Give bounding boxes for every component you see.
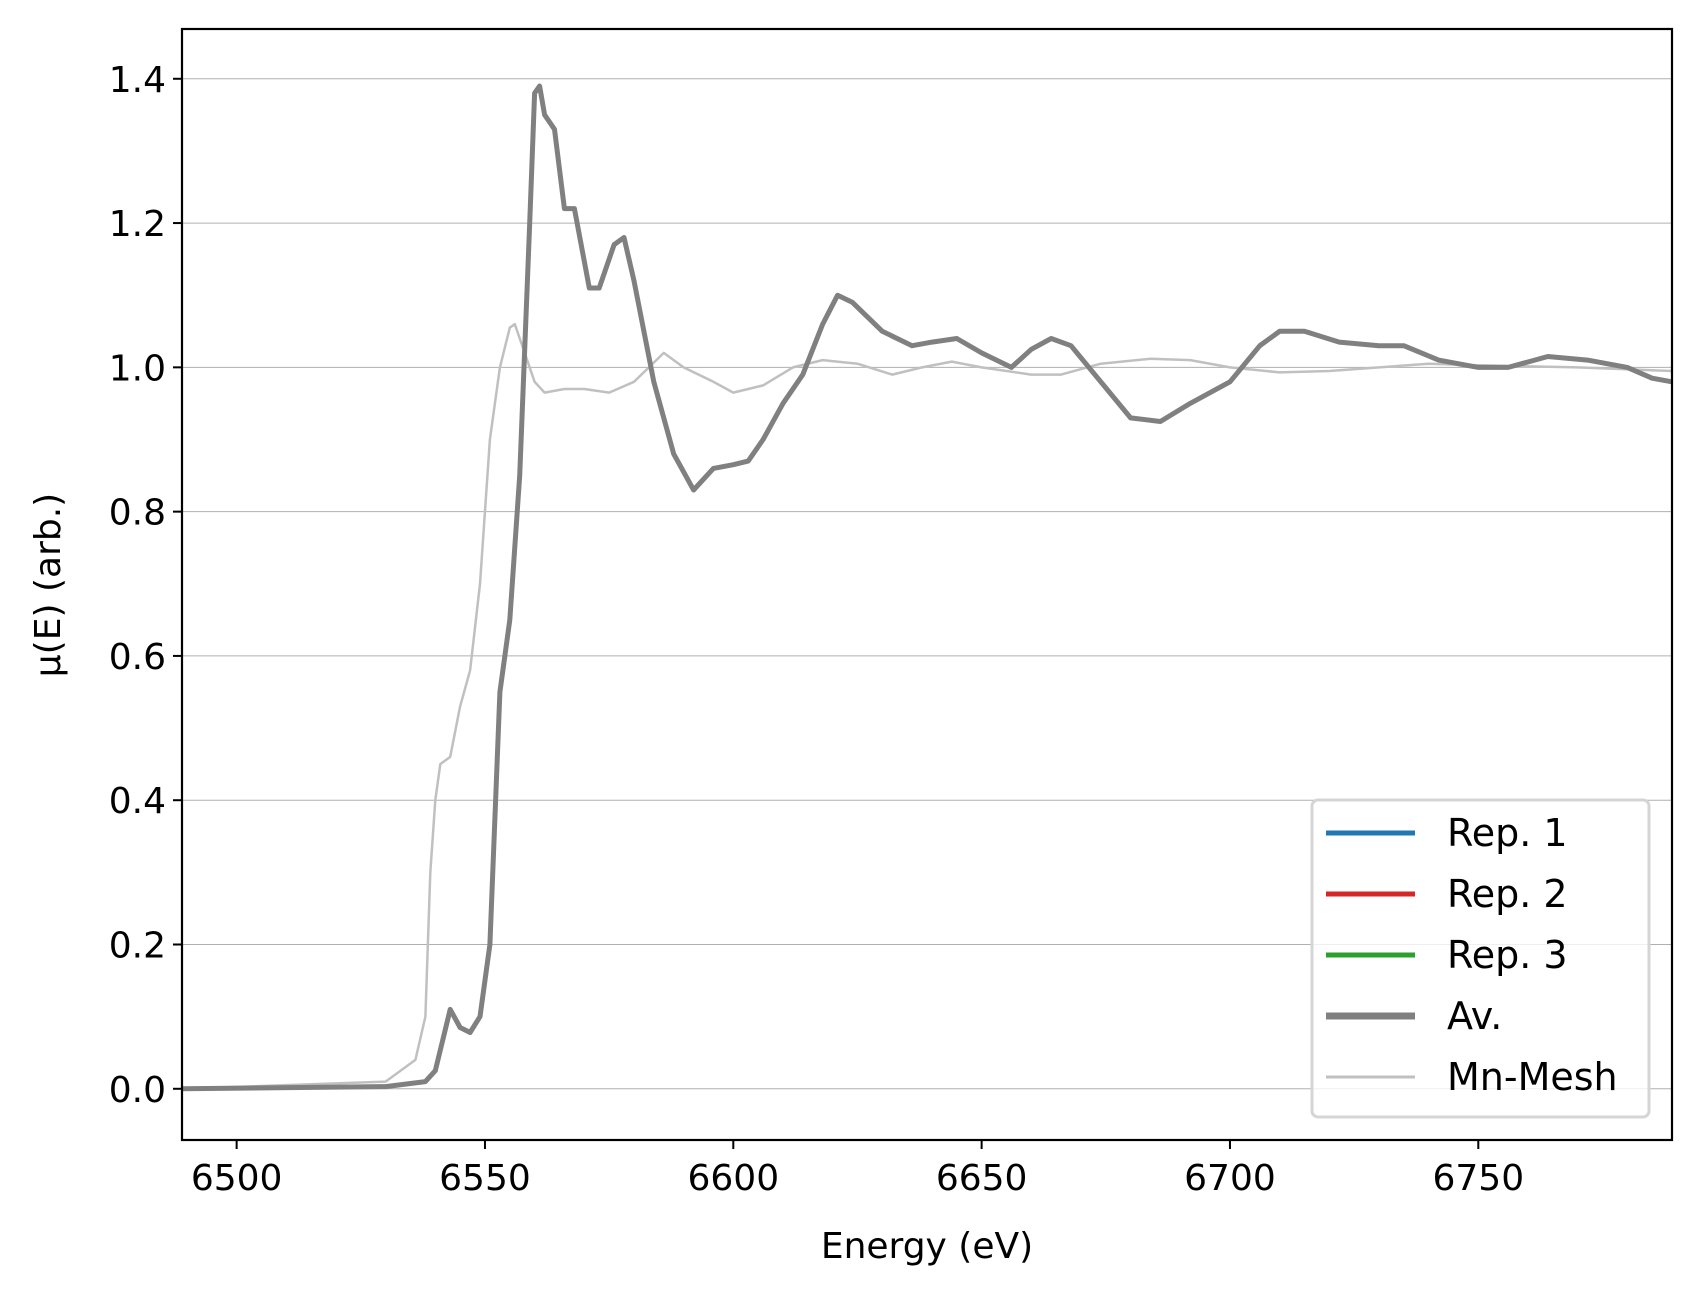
y-tick-label: 0.8: [109, 493, 166, 534]
legend-label: Rep. 1: [1447, 811, 1568, 855]
y-tick-label: 1.0: [109, 348, 166, 389]
x-tick-label: 6750: [1432, 1158, 1524, 1199]
y-tick-label: 1.2: [109, 204, 166, 245]
legend-label: Av.: [1447, 994, 1502, 1038]
x-tick-label: 6500: [191, 1158, 283, 1199]
x-tick-label: 6700: [1184, 1158, 1276, 1199]
y-axis-label: μ(E) (arb.): [28, 493, 69, 677]
x-axis-label: Energy (eV): [821, 1226, 1033, 1267]
y-tick-label: 0.0: [109, 1070, 166, 1111]
y-tick-label: 0.6: [109, 637, 166, 678]
x-tick-label: 6600: [687, 1158, 779, 1199]
legend-label: Rep. 3: [1447, 933, 1568, 977]
y-tick-label: 0.2: [109, 925, 166, 966]
plot-frame: [180, 27, 1674, 1142]
legend-label: Mn-Mesh: [1447, 1055, 1618, 1099]
legend-label: Rep. 2: [1447, 872, 1568, 916]
x-tick-label: 6550: [439, 1158, 531, 1199]
y-tick-label: 1.4: [109, 60, 166, 101]
y-tick-label: 0.4: [109, 781, 166, 822]
x-tick-label: 6650: [936, 1158, 1028, 1199]
series-line-mn-mesh: [181, 322, 1673, 1091]
series-line-av-: [181, 83, 1673, 1092]
legend: Rep. 1 Rep. 2 Rep. 3 Av. Mn-Mesh: [1310, 798, 1651, 1119]
